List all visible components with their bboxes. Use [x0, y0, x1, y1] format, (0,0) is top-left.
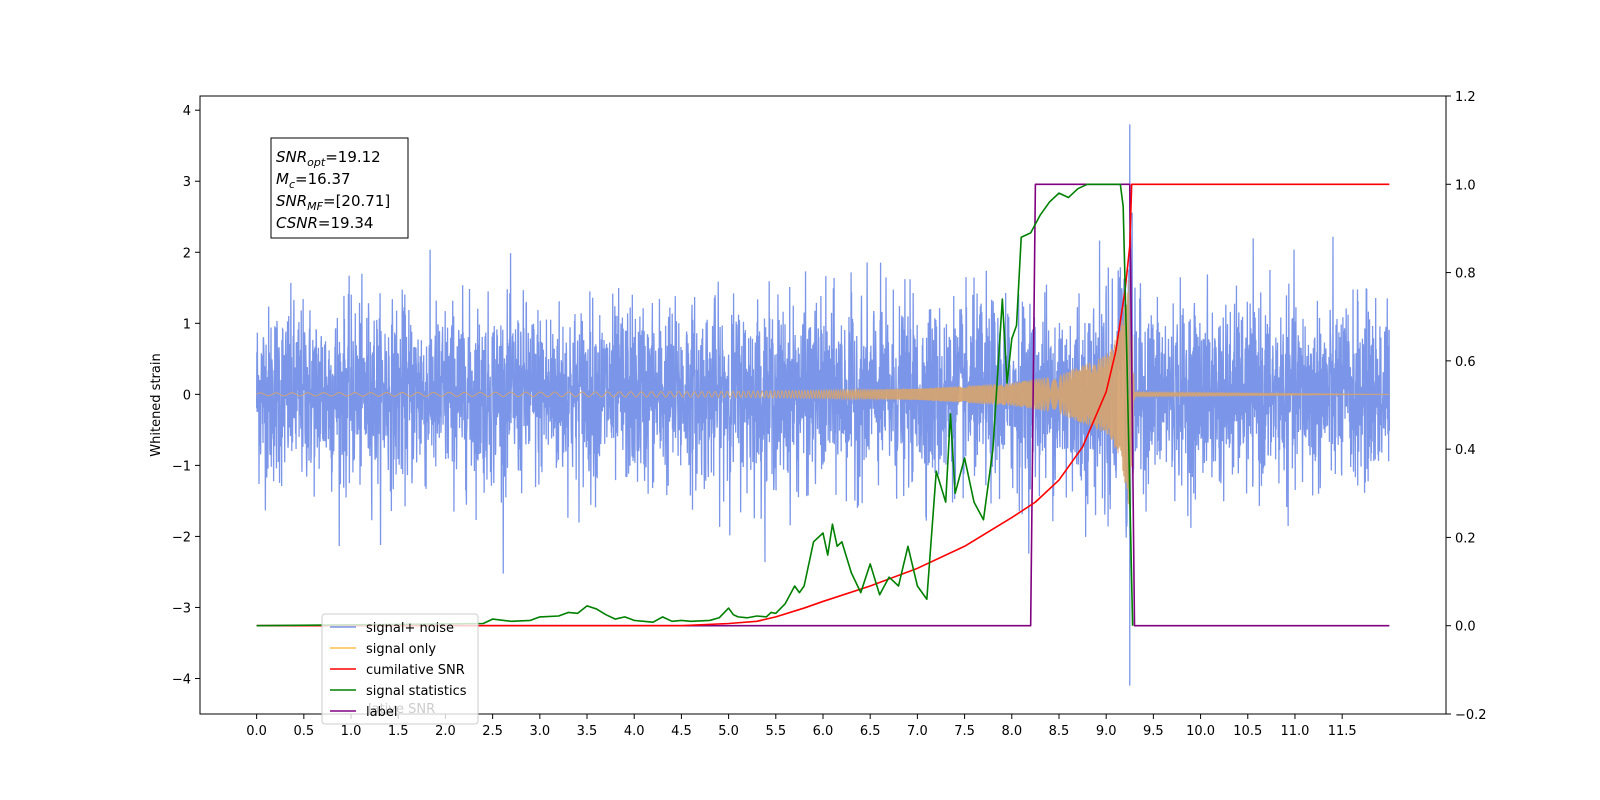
x-tick-label: 10.5 [1233, 724, 1262, 739]
y-left-tick-label: 4 [183, 104, 191, 119]
x-tick-label: 7.5 [954, 724, 975, 739]
x-tick-label: 8.5 [1049, 724, 1070, 739]
y-left-tick-label: −1 [172, 459, 191, 474]
y-left-tick-label: −3 [172, 601, 191, 616]
x-axis: 0.0 0.5 1.0 1.5 2.0 2.5 3.0 3.5 4.0 4.5 5.0 5.5 6.0 6… [246, 714, 1357, 739]
x-tick-label: 0.5 [293, 724, 314, 739]
series-layer [255, 124, 1391, 686]
y-left-tick-label: 2 [183, 246, 191, 261]
x-tick-label: 8.0 [1001, 724, 1022, 739]
y-left-tick-label: −2 [172, 530, 191, 545]
y-right-tick-label: 0.6 [1455, 355, 1476, 370]
x-tick-label: 2.5 [482, 724, 503, 739]
legend-label: label [366, 705, 397, 720]
y-axis-left-label: Whitened strain [149, 353, 164, 456]
x-tick-label: 9.0 [1096, 724, 1117, 739]
x-tick-label: 5.5 [765, 724, 786, 739]
x-tick-label: 11.5 [1328, 724, 1357, 739]
x-tick-label: 9.5 [1143, 724, 1164, 739]
annotation-csnr: CSNR=19.34 [276, 214, 373, 232]
y-left-tick-label: 0 [183, 388, 191, 403]
y-right-tick-label: 1.2 [1455, 90, 1476, 105]
series-signal-only [256, 279, 1390, 508]
x-tick-label: 5.0 [718, 724, 739, 739]
annotation-snr-opt: SNRopt=19.12 [276, 148, 381, 169]
x-tick-label: 6.5 [860, 724, 881, 739]
x-tick-label: 1.0 [341, 724, 362, 739]
y-left-tick-label: 3 [183, 175, 191, 190]
legend-label: signal statistics [366, 684, 467, 699]
x-tick-label: 2.0 [435, 724, 456, 739]
legend-ghost-text: lative SNR [368, 702, 435, 717]
x-tick-label: 1.5 [388, 724, 409, 739]
legend-label: signal+ noise [366, 621, 454, 636]
y-right-tick-label: 0.2 [1455, 531, 1476, 546]
legend: lative SNR signal+ noise signal only cumil… [321, 613, 479, 725]
y-left-tick-label: 1 [183, 317, 191, 332]
x-tick-label: 4.0 [624, 724, 645, 739]
x-tick-label: 10.0 [1186, 724, 1215, 739]
x-tick-label: 0.0 [246, 724, 267, 739]
x-tick-label: 3.0 [529, 724, 550, 739]
y-axis-right: −0.2 0.0 0.2 0.4 0.6 0.8 1.0 1.2 [1446, 90, 1487, 723]
y-left-tick-label: −4 [172, 672, 191, 687]
legend-label: signal only [366, 642, 436, 657]
y-right-tick-label: 0.4 [1455, 443, 1476, 458]
x-tick-label: 11.0 [1280, 724, 1309, 739]
x-tick-label: 4.5 [671, 724, 692, 739]
y-right-tick-label: 1.0 [1455, 178, 1476, 193]
y-right-tick-label: −0.2 [1455, 708, 1487, 723]
series-signal-statistics [256, 183, 1134, 627]
annotation-snr-mf: SNRMF=[20.71] [276, 192, 390, 213]
legend-label: cumilative SNR [366, 663, 465, 678]
y-right-tick-label: 0.8 [1455, 267, 1476, 282]
annotation-mc: Mc=16.37 [276, 170, 351, 191]
series-label [256, 183, 1390, 627]
x-tick-label: 7.0 [907, 724, 928, 739]
y-right-tick-label: 0.0 [1455, 620, 1476, 635]
y-axis-left: −4 −3 −2 −1 0 1 2 3 4 [172, 104, 200, 687]
x-tick-label: 3.5 [577, 724, 598, 739]
annotation-box: SNRopt=19.12 Mc=16.37 SNRMF=[20.71] CSNR… [270, 137, 409, 239]
series-cumulative-snr [256, 183, 1390, 627]
x-tick-label: 6.0 [813, 724, 834, 739]
